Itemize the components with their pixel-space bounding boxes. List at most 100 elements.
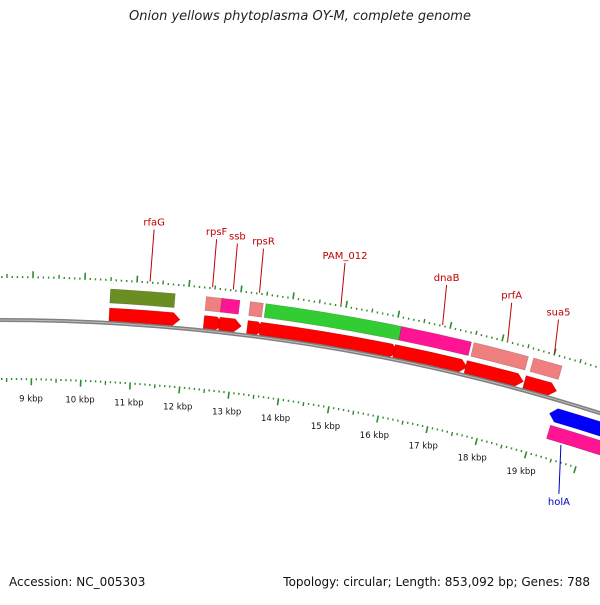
outer-ring-minor-tick [533,348,534,350]
map-title: Onion yellows phytoplasma OY-M, complete… [0,9,600,24]
inner-ring-minor-tick [511,447,512,449]
gene-label-rpsR: rpsR [252,237,275,248]
tick-label: 18 kbp [458,454,487,464]
outer-ring-minor-tick [570,358,571,360]
inner-ring-minor-tick [467,436,468,438]
label-leader-holA [559,445,561,494]
accession-text: Accession: NC_005303 [9,575,145,589]
outer-ring-minor-tick [559,355,560,357]
outer-ring-major-tick [450,322,452,329]
inner-ring-minor-tick [541,456,542,458]
gene-label-prfA: prfA [501,291,522,302]
outer-ring-minor-tick [455,328,456,330]
outer-ring-minor-tick [512,342,513,344]
inner-ring-major-tick [278,398,279,405]
outer-ring-minor-tick [267,292,268,296]
outer-ring-minor-tick [476,331,477,335]
inner-ring-minor-tick [204,389,205,393]
tick-label: 11 kbp [114,398,143,408]
outer-ring-minor-tick [590,364,591,366]
gene-label-PAM_012: PAM_012 [323,251,368,262]
label-leader-prfA [508,303,512,341]
inner-ring-minor-tick [402,421,403,425]
tick-label: 10 kbp [65,396,94,406]
inner-ring-major-tick [228,392,229,399]
inner-ring-minor-tick [457,433,458,435]
inner-ring-minor-tick [492,442,493,444]
inner-ring-minor-tick [546,457,547,459]
outer-ring-minor-tick [518,343,519,345]
inner-ring-minor-tick [353,411,354,415]
gene-label-ssb: ssb [229,232,246,243]
outer-ring-minor-tick [471,332,472,334]
inner-ring-major-tick [574,466,576,473]
feature-box-sua5 [530,358,562,379]
tick-label: 19 kbp [506,467,535,477]
inner-ring-minor-tick [496,443,497,445]
outer-ring-minor-tick [424,319,425,323]
inner-ring-minor-tick [482,439,483,441]
inner-ring-minor-tick [487,441,488,443]
inner-ring-minor-tick [432,427,433,429]
outer-ring-major-tick [346,301,347,308]
label-leader-rpsR [260,249,264,293]
outer-ring-minor-tick [497,338,498,340]
tick-label: 12 kbp [163,402,192,412]
outer-ring-minor-tick [486,335,487,337]
inner-ring-minor-tick [571,465,572,467]
inner-ring-minor-tick [408,422,409,424]
outer-ring-minor-tick [372,309,373,313]
outer-ring-minor-tick [492,337,493,339]
label-leader-PAM_012 [341,263,345,305]
label-leader-rfaG [150,230,154,282]
inner-ring-minor-tick [442,430,443,432]
inner-ring-minor-tick [536,454,537,456]
outer-ring-minor-tick [538,349,539,351]
tick-label: 9 kbp [19,394,43,404]
inner-ring-major-tick [475,438,477,445]
cds-arrow-4 [218,317,241,332]
inner-ring-minor-tick [506,446,507,448]
inner-ring-minor-tick [501,445,502,449]
inner-ring-major-tick [179,386,180,393]
feature-box-rpsF [205,297,222,313]
inner-ring-minor-tick [566,463,567,465]
gene-label-sua5: sua5 [546,308,570,319]
tick-label: 16 kbp [360,431,389,441]
inner-ring-minor-tick [531,453,532,455]
gene-label-rfaG: rfaG [143,218,165,229]
label-leader-dnaB [443,285,447,325]
inner-tick-ring [0,378,576,473]
inner-ring-minor-tick [253,395,254,399]
inner-ring-minor-tick [452,432,453,436]
feature-box-rfaG [110,289,176,308]
outer-ring-minor-tick [528,344,529,348]
feature-box-ssb [220,298,240,314]
outer-ring-major-tick [502,335,504,342]
outer-ring-minor-tick [466,330,467,332]
tick-label: 17 kbp [409,442,438,452]
label-leader-sua5 [555,320,559,354]
inner-ring-major-tick [525,452,527,459]
outer-ring-major-tick [241,286,242,293]
outer-ring-minor-tick [564,356,565,358]
inner-ring-minor-tick [516,449,517,451]
inner-ring-minor-tick [550,459,551,463]
outer-ring-minor-tick [544,351,545,353]
inner-ring-minor-tick [556,460,557,462]
outer-ring-minor-tick [523,345,524,347]
outer-ring-major-tick [189,280,190,287]
outer-ring-minor-tick [320,300,321,304]
outer-ring-minor-tick [575,360,576,362]
inner-ring-major-tick [377,416,378,423]
topology-summary: Topology: circular; Length: 853,092 bp; … [283,575,590,589]
outer-ring-minor-tick [596,366,597,368]
inner-ring-minor-tick [521,450,522,452]
outer-ring-minor-tick [580,359,581,363]
inner-ring-minor-tick [417,424,418,426]
tick-label: 15 kbp [311,422,340,432]
outer-ring-minor-tick [585,363,586,365]
